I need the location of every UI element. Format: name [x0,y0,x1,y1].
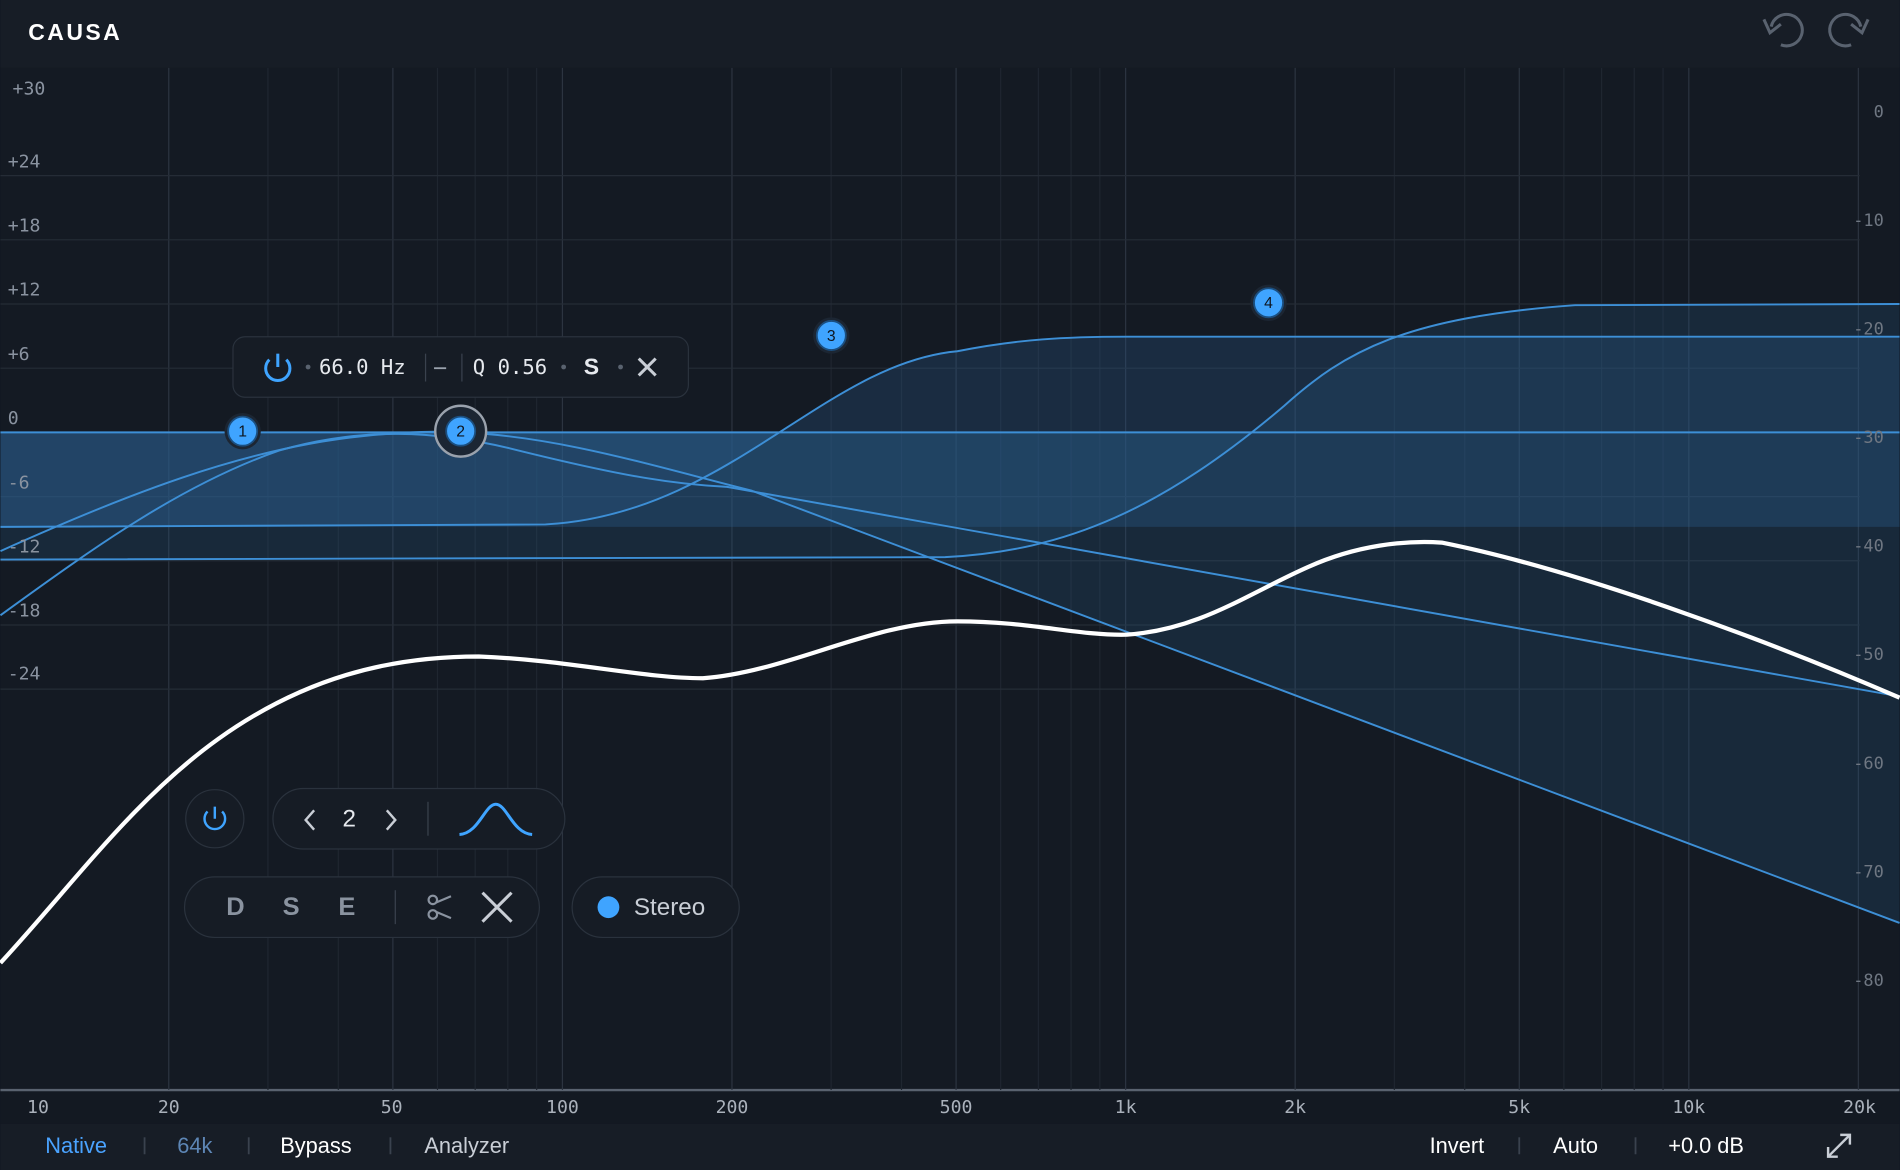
band-node[interactable]: 4 [1250,284,1287,321]
separator-dot [305,364,311,370]
band-fill [0,432,1900,527]
freq-label: 500 [940,1097,973,1118]
band-nodes: 1 2 3 4 [224,284,1287,458]
node-label: 2 [456,424,465,441]
node-dot [227,415,259,447]
freq-label: 5k [1508,1097,1530,1118]
next-band[interactable] [385,809,397,831]
level-label: -70 [1853,861,1884,881]
close[interactable] [481,891,513,923]
gain-label: -12 [8,536,41,557]
footer-button[interactable]: +0.0 dB [1668,1133,1744,1158]
footer: Native 64k Bypass Analyzer Invert Auto +0.0 dB [45,1133,1852,1158]
freq-label: 50 [381,1097,403,1118]
node-label: 4 [1264,295,1273,312]
mode-button[interactable]: D [226,893,244,921]
node-label: 3 [827,328,836,345]
band-node[interactable]: 3 [813,317,850,354]
band-selector [272,787,566,850]
level-label: -50 [1853,644,1884,664]
freq-label: 20 [158,1097,180,1118]
gain-label: +12 [8,280,41,301]
response-curve [0,539,1900,965]
freq-label: 1k [1115,1097,1137,1118]
power-icon [203,806,227,831]
prev-band[interactable] [304,809,316,831]
footer-bar [0,1123,1900,1170]
level-label: -10 [1853,210,1884,230]
node-dot [1253,287,1284,319]
band-power[interactable] [264,353,292,382]
band-node[interactable]: 1 [224,413,261,450]
level-label: -30 [1853,427,1884,447]
level-label: 0 [1874,102,1884,122]
popup-box [232,336,689,398]
footer-button[interactable]: 64k [177,1133,212,1158]
node-dot [445,415,477,447]
gain-label: +18 [8,215,41,236]
separators [143,1137,1637,1155]
channel-button[interactable] [571,876,740,939]
level-label: -20 [1853,319,1884,339]
gain-label: +6 [8,344,30,365]
undo[interactable] [1762,12,1804,48]
freq-label: 20k [1843,1097,1876,1118]
band-curves [0,303,1900,965]
q-value[interactable]: Q 0.56 [473,355,547,379]
freq-label: 10 [27,1097,49,1118]
separator-dot [561,364,567,370]
band-popup: 66.0 Hz Q 0.56 S [232,336,689,398]
solo[interactable]: S [584,353,599,379]
mode-button[interactable]: S [283,893,300,921]
band-number: 2 [343,805,356,832]
gain-label: 0 [8,408,19,429]
band-node[interactable]: 2 [434,404,488,458]
footer-button[interactable]: Bypass [280,1133,352,1158]
header-bar [0,0,1900,68]
band-controls: 2 D S E Stereo [183,787,740,939]
mode-button[interactable]: E [338,893,355,921]
delete-band[interactable] [637,357,657,377]
gain-label: +24 [8,151,41,172]
footer-button[interactable]: Native [45,1133,107,1158]
separator-dot [618,364,623,370]
scissors[interactable] [427,894,452,920]
mode-bar [183,876,541,939]
freq-label: 100 [546,1097,579,1118]
redo[interactable] [1828,12,1870,48]
node-label: 1 [238,424,247,441]
level-label: -60 [1853,753,1884,773]
footer-button[interactable]: Auto [1553,1133,1598,1158]
filter-shape[interactable] [459,802,533,837]
band-fill [460,432,1900,923]
freq-label: 200 [716,1097,749,1118]
resize[interactable] [1826,1133,1852,1158]
band-fill [0,304,1900,560]
footer-button[interactable]: Invert [1430,1133,1485,1158]
gain-label: -24 [8,664,41,685]
channel-dot [597,896,620,919]
node-dot [815,320,847,351]
gain-label: -18 [8,601,41,622]
power-button[interactable] [185,789,245,849]
channel: Stereo [634,894,705,921]
gain-label: +30 [13,79,46,100]
frequency[interactable]: 66.0 Hz [319,355,406,379]
level-label: -80 [1853,970,1884,990]
gain-label: -6 [8,472,30,493]
footer-button[interactable]: Analyzer [424,1133,509,1158]
app-title: CAUSA [28,19,122,45]
level-label: -40 [1853,536,1884,556]
freq-label: 10k [1672,1097,1705,1118]
freq-label: 2k [1284,1097,1306,1118]
